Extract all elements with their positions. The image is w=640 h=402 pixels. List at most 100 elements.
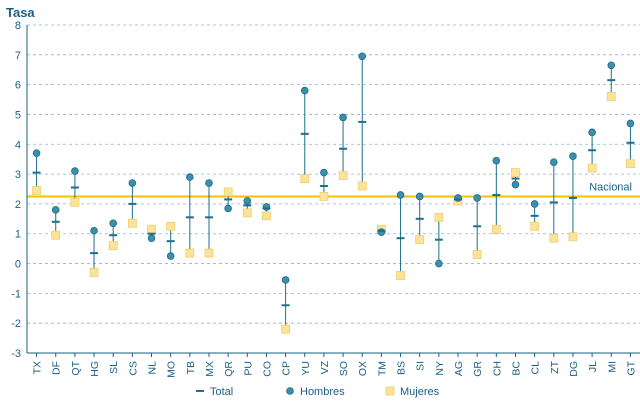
point-hombres xyxy=(415,192,424,201)
point-hombres xyxy=(281,276,290,284)
point-hombres xyxy=(147,234,156,243)
y-tick-label: 6 xyxy=(15,80,21,92)
y-tick-label: -1 xyxy=(11,288,21,300)
point-hombres xyxy=(90,226,98,235)
axes: -3 -2 -1 0 1 2 3 4 5 6 7 8 TX DF QT HG SL CS NL MO TB MX QR PU C… xyxy=(11,20,640,378)
y-tick-label: 3 xyxy=(15,169,21,181)
point-mujeres xyxy=(357,181,367,191)
legend-marker-mujeres xyxy=(385,386,395,396)
x-tick-label: BS xyxy=(396,361,408,375)
y-tick-label: 1 xyxy=(15,229,21,241)
y-tick-label: -3 xyxy=(11,348,21,360)
point-hombres xyxy=(32,149,41,158)
x-tick-label: HG xyxy=(89,361,101,377)
x-tick-label: TM xyxy=(376,361,388,376)
x-tick-label: OX xyxy=(357,361,369,376)
point-mujeres xyxy=(549,233,559,243)
point-hombres xyxy=(549,158,558,166)
x-tick-label: SI xyxy=(415,361,427,371)
point-mujeres xyxy=(108,241,118,251)
point-hombres xyxy=(320,168,328,177)
point-mujeres xyxy=(185,248,195,258)
x-tick-label: GT xyxy=(625,360,637,375)
point-hombres xyxy=(358,52,367,61)
x-tick-label: VZ xyxy=(319,360,331,374)
point-hombres xyxy=(511,180,520,189)
point-mujeres xyxy=(51,230,61,240)
x-tick-label: TB xyxy=(185,361,197,374)
point-hombres xyxy=(109,219,118,228)
point-mujeres xyxy=(606,92,616,101)
point-hombres xyxy=(530,200,539,208)
point-mujeres xyxy=(223,187,233,197)
point-hombres xyxy=(435,259,443,268)
point-hombres xyxy=(300,86,309,95)
y-tick-label: 8 xyxy=(15,20,21,32)
x-tick-label: CO xyxy=(261,361,273,377)
x-tick-label: DG xyxy=(568,361,580,377)
point-hombres xyxy=(339,113,347,122)
point-mujeres xyxy=(281,324,291,334)
x-tick-label: ZT xyxy=(549,360,561,373)
legend-marker-hombres xyxy=(286,387,294,395)
legend-label: Hombres xyxy=(300,386,345,398)
point-hombres xyxy=(607,61,616,70)
point-mujeres xyxy=(434,212,444,222)
legend-label: Mujeres xyxy=(400,386,440,398)
x-tick-label: TX xyxy=(32,361,44,374)
point-mujeres xyxy=(242,208,252,218)
x-tick-label: JL xyxy=(587,361,599,372)
point-mujeres xyxy=(147,224,156,234)
point-mujeres xyxy=(319,192,329,201)
legend-label: Total xyxy=(210,386,233,398)
point-mujeres xyxy=(166,221,176,231)
x-tick-label: SO xyxy=(338,361,350,376)
x-tick-label: NY xyxy=(434,361,446,376)
grid-lines xyxy=(27,24,640,324)
y-axis-title: Tasa xyxy=(6,5,35,20)
y-tick-label: 2 xyxy=(15,199,21,211)
x-tick-label: GR xyxy=(472,361,484,377)
point-hombres xyxy=(492,156,501,165)
x-tick-label: CS xyxy=(127,361,139,376)
point-mujeres xyxy=(568,232,578,242)
point-hombres xyxy=(128,179,137,187)
point-mujeres xyxy=(511,168,520,178)
point-hombres xyxy=(186,173,194,181)
point-hombres xyxy=(51,206,60,214)
point-mujeres xyxy=(127,218,137,228)
point-hombres xyxy=(166,252,175,260)
point-hombres xyxy=(224,204,232,213)
point-hombres xyxy=(243,197,252,205)
y-tick-label: 7 xyxy=(15,50,21,62)
point-hombres xyxy=(205,179,213,187)
x-tick-label: MX xyxy=(204,361,216,377)
legend: Total Hombres Mujeres xyxy=(196,386,440,398)
x-tick-label: QR xyxy=(223,361,235,377)
point-mujeres xyxy=(262,211,271,221)
x-tick-label: QT xyxy=(70,360,82,375)
x-tick-label: PU xyxy=(242,361,254,376)
point-mujeres xyxy=(338,171,348,180)
data-marks xyxy=(32,52,635,334)
x-tick-label: BC xyxy=(510,361,522,376)
y-tick-label: -2 xyxy=(11,318,21,330)
y-tick-label: 5 xyxy=(15,109,21,121)
point-mujeres xyxy=(396,271,405,280)
point-hombres xyxy=(588,128,596,137)
x-tick-label: YU xyxy=(300,361,312,376)
point-mujeres xyxy=(204,248,214,258)
point-hombres xyxy=(396,191,405,199)
point-mujeres xyxy=(472,250,482,260)
reference-line-label: Nacional xyxy=(589,181,632,193)
x-tick-label: CH xyxy=(491,361,503,376)
point-mujeres xyxy=(626,159,635,169)
x-tick-label: CL xyxy=(530,361,542,375)
point-hombres xyxy=(71,167,79,175)
reference-line-group: Nacional xyxy=(27,181,640,198)
point-mujeres xyxy=(300,174,310,183)
x-tick-label: DF xyxy=(51,361,63,375)
point-mujeres xyxy=(70,198,80,207)
point-mujeres xyxy=(89,268,99,277)
